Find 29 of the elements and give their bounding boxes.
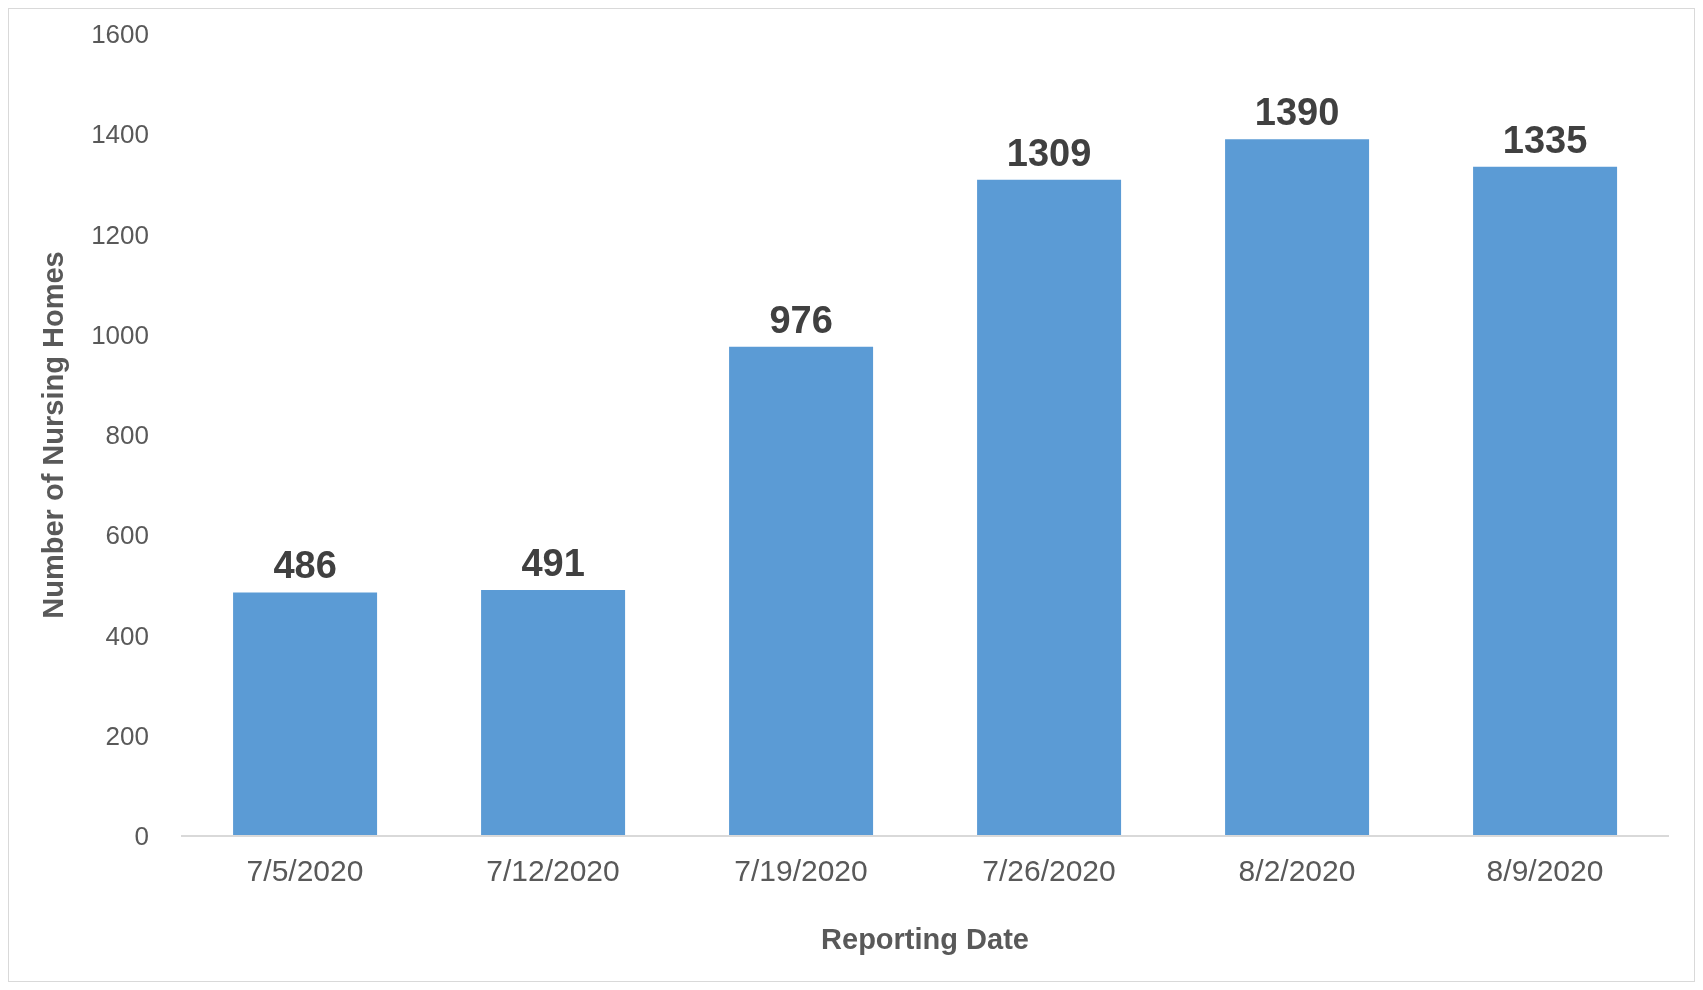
x-tick-label: 7/26/2020	[982, 854, 1116, 888]
bar	[729, 346, 874, 836]
y-tick-label: 1200	[91, 219, 149, 250]
y-tick-label: 400	[105, 620, 149, 651]
y-axis-title: Number of Nursing Homes	[37, 251, 70, 619]
x-tick-label: 7/5/2020	[246, 854, 364, 888]
x-tick-label: 8/2/2020	[1238, 854, 1356, 888]
data-label: 486	[273, 544, 337, 587]
y-tick-label: 1000	[91, 319, 149, 350]
y-tick-label: 600	[105, 520, 149, 551]
x-axis-title: Reporting Date	[821, 923, 1029, 955]
y-tick-label: 1400	[91, 119, 149, 150]
x-tick-label: 7/12/2020	[486, 854, 620, 888]
bar	[481, 589, 626, 836]
bar	[977, 179, 1122, 836]
y-tick-label: 200	[105, 720, 149, 751]
x-tick-label: 7/19/2020	[734, 854, 868, 888]
y-tick-label: 1600	[91, 19, 149, 50]
data-label: 1335	[1502, 118, 1588, 161]
data-label: 1309	[1006, 131, 1092, 174]
data-label: 976	[769, 298, 833, 341]
y-tick-label: 0	[134, 821, 149, 852]
data-label: 1390	[1254, 91, 1340, 134]
bar	[1225, 139, 1370, 836]
x-tick-label: 8/9/2020	[1486, 854, 1604, 888]
bar	[233, 592, 378, 836]
bar	[1473, 166, 1618, 836]
data-label: 491	[521, 541, 585, 584]
y-tick-label: 800	[105, 420, 149, 451]
